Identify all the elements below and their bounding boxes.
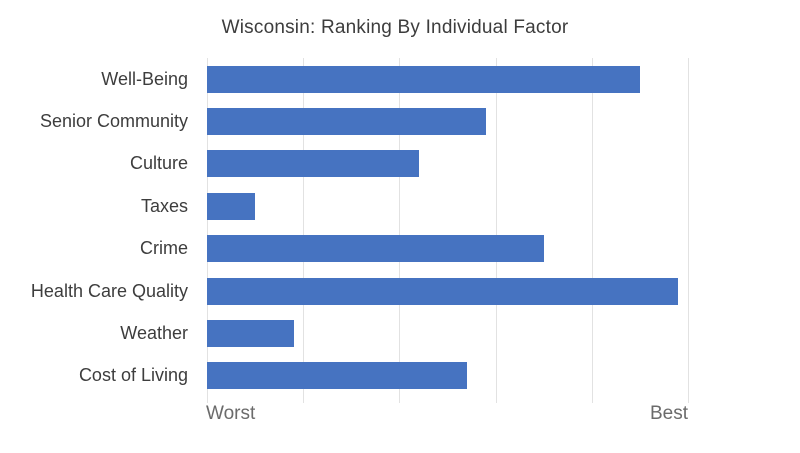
gridline [399, 58, 401, 403]
plot-area [207, 58, 689, 403]
bar-weather [207, 319, 294, 347]
bar-taxes [207, 192, 256, 220]
gridline [495, 58, 497, 403]
category-label: Well-Being [101, 68, 188, 89]
bar-crime [207, 235, 544, 263]
category-axis: Well-Being Senior Community Culture Taxes Cr… [0, 58, 188, 397]
category-label: Crime [140, 238, 188, 259]
category-label: Cost of Living [78, 365, 188, 386]
category-label: Culture [129, 153, 188, 174]
category-label: Health Care Quality [30, 280, 188, 301]
gridline [207, 58, 208, 403]
x-axis-label-worst: Worst [206, 403, 256, 424]
category-label: Taxes [140, 195, 188, 216]
bar-cost-of-living [207, 362, 467, 390]
category-label: Weather [120, 322, 188, 343]
gridline [688, 58, 689, 403]
chart-title: Wisconsin: Ranking By Individual Factor [221, 17, 569, 38]
category-label: Senior Community [39, 111, 188, 132]
gridline [591, 58, 593, 403]
gridline [303, 58, 305, 403]
x-axis-label-best: Best [649, 403, 688, 424]
bar-well-being [207, 65, 640, 93]
bar-senior-community [207, 108, 486, 136]
bar-culture [207, 150, 419, 178]
bar-health-care-quality [207, 277, 679, 305]
